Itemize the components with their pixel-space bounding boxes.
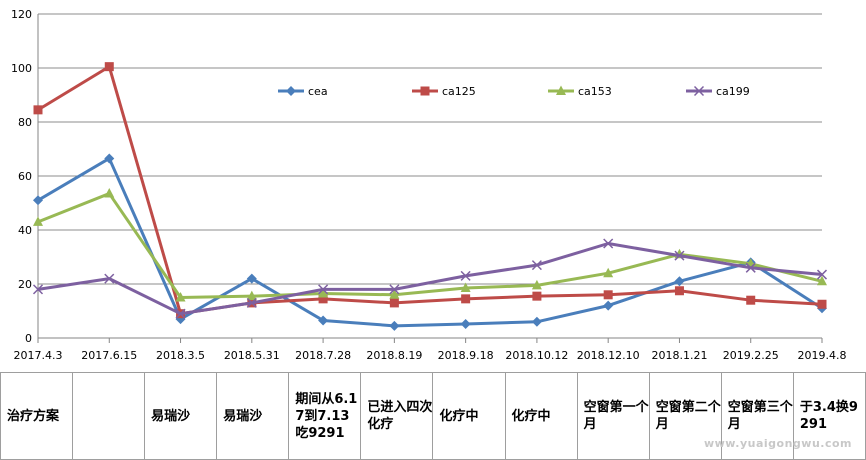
legend-item-cea: cea bbox=[278, 85, 328, 98]
data-point-ca199 bbox=[104, 273, 115, 284]
series-line-ca199 bbox=[37, 242, 823, 316]
table-cell: 化疗中 bbox=[504, 372, 578, 460]
y-tick-label: 60 bbox=[18, 170, 32, 183]
data-point-ca125 bbox=[33, 105, 43, 115]
legend-swatch-marker bbox=[420, 86, 430, 96]
legend-label: ca199 bbox=[716, 85, 750, 98]
legend-label: ca153 bbox=[578, 85, 612, 98]
data-point-cea bbox=[246, 273, 257, 284]
x-tick-label: 2018.10.12 bbox=[505, 349, 568, 362]
data-point-ca125 bbox=[674, 286, 684, 296]
legend: cea ca125 ca153 ca199 bbox=[278, 85, 750, 98]
data-point-cea bbox=[33, 195, 43, 206]
data-point-ca199 bbox=[246, 297, 257, 308]
table-cell: 已进入四次化疗 bbox=[360, 372, 434, 460]
legend-swatch-marker bbox=[693, 85, 705, 97]
series-line-ca153 bbox=[37, 192, 823, 299]
data-point-ca153 bbox=[460, 282, 471, 293]
x-axis-tick-labels: 2017.4.3 2017.6.15 2018.3.5 2018.5.31 2018.7… bbox=[14, 338, 847, 362]
data-point-ca199 bbox=[389, 284, 400, 295]
data-point-ca125 bbox=[817, 299, 827, 309]
data-point-ca199 bbox=[745, 262, 756, 273]
y-tick-label: 100 bbox=[11, 62, 32, 75]
series-line-ca125 bbox=[37, 65, 823, 316]
y-axis-tick-labels: 0 20 40 60 80 100 120 bbox=[11, 8, 32, 345]
x-tick-label: 2018.5.31 bbox=[224, 349, 280, 362]
data-point-ca125 bbox=[461, 294, 471, 304]
data-point-cea bbox=[104, 153, 115, 164]
data-point-ca153 bbox=[389, 289, 400, 299]
line-chart: 0 20 40 60 80 100 120 2017.4.3 2017.6.15 2018.3.… bbox=[11, 8, 847, 362]
legend-item-ca125: ca125 bbox=[412, 85, 476, 98]
table-cell: 易瑞沙 bbox=[144, 372, 218, 460]
data-point-ca125 bbox=[746, 295, 756, 305]
data-point-ca199 bbox=[816, 269, 828, 280]
table-cell: 空窗第二个月 bbox=[648, 372, 722, 460]
x-tick-label: 2018.9.18 bbox=[438, 349, 494, 362]
data-point-ca199 bbox=[32, 284, 44, 295]
data-point-ca153 bbox=[246, 290, 257, 301]
data-point-ca153 bbox=[175, 292, 186, 302]
data-point-ca125 bbox=[532, 291, 542, 301]
data-point-ca125 bbox=[603, 290, 613, 300]
x-tick-label: 2018.1.21 bbox=[651, 349, 707, 362]
x-tick-label: 2018.7.28 bbox=[295, 349, 351, 362]
legend-label: ca125 bbox=[442, 85, 476, 98]
data-point-ca125 bbox=[104, 62, 114, 72]
table-cell: 空窗第一个月 bbox=[576, 372, 650, 460]
table-cell: 化疗中 bbox=[432, 372, 506, 460]
legend-item-ca153: ca153 bbox=[548, 85, 612, 98]
data-point-cea bbox=[674, 276, 685, 287]
table-cell bbox=[72, 372, 146, 460]
series-line-cea bbox=[37, 156, 823, 328]
y-tick-label: 120 bbox=[11, 8, 32, 21]
data-point-ca125 bbox=[318, 294, 328, 304]
data-point-cea bbox=[603, 300, 614, 311]
data-point-ca153 bbox=[817, 275, 827, 286]
data-point-cea bbox=[389, 320, 400, 331]
treatment-plan-table: 治疗方案 易瑞沙 易瑞沙 期间从6.17到7.13吃9291 已进入四次化疗 化… bbox=[0, 372, 866, 460]
data-point-cea bbox=[318, 315, 329, 326]
x-tick-label: 2017.6.15 bbox=[81, 349, 137, 362]
y-tick-label: 40 bbox=[18, 224, 32, 237]
legend-swatch-marker bbox=[286, 86, 296, 96]
x-tick-label: 2018.8.19 bbox=[366, 349, 422, 362]
x-tick-label: 2019.2.25 bbox=[723, 349, 779, 362]
watermark: www.yuaigongwu.com bbox=[703, 437, 852, 450]
y-tick-label: 20 bbox=[18, 278, 32, 291]
table-cell: 空窗第三个月 bbox=[720, 372, 794, 460]
data-series bbox=[32, 62, 828, 331]
y-tick-label: 80 bbox=[18, 116, 32, 129]
data-point-ca199 bbox=[318, 284, 329, 295]
x-tick-label: 2018.12.10 bbox=[577, 349, 640, 362]
data-point-ca153 bbox=[531, 279, 542, 290]
table-cell: 于3.4换9291 bbox=[792, 372, 866, 460]
data-point-ca199 bbox=[674, 250, 685, 261]
data-point-ca153 bbox=[104, 188, 115, 198]
x-tick-label: 2018.3.5 bbox=[156, 349, 205, 362]
data-point-ca125 bbox=[389, 298, 399, 308]
data-point-ca199 bbox=[531, 260, 542, 271]
x-tick-label: 2017.4.3 bbox=[14, 349, 63, 362]
table-cell: 期间从6.17到7.13吃9291 bbox=[288, 372, 362, 460]
table-row: 治疗方案 易瑞沙 易瑞沙 期间从6.17到7.13吃9291 已进入四次化疗 化… bbox=[0, 372, 866, 460]
y-tick-label: 0 bbox=[25, 332, 32, 345]
data-point-cea bbox=[460, 318, 471, 329]
x-tick-label: 2019.4.8 bbox=[798, 349, 847, 362]
table-cell: 易瑞沙 bbox=[216, 372, 290, 460]
legend-item-ca199: ca199 bbox=[686, 85, 750, 98]
data-point-ca153 bbox=[603, 267, 614, 278]
data-point-ca199 bbox=[460, 270, 471, 281]
table-cell: 治疗方案 bbox=[0, 372, 74, 460]
data-point-ca199 bbox=[175, 308, 186, 319]
data-point-ca153 bbox=[33, 216, 43, 226]
legend-label: cea bbox=[308, 85, 328, 98]
data-point-ca199 bbox=[603, 238, 614, 249]
legend-swatch-marker bbox=[556, 85, 566, 95]
data-point-cea bbox=[531, 316, 542, 327]
data-point-ca153 bbox=[318, 287, 329, 298]
gridlines bbox=[37, 13, 822, 339]
